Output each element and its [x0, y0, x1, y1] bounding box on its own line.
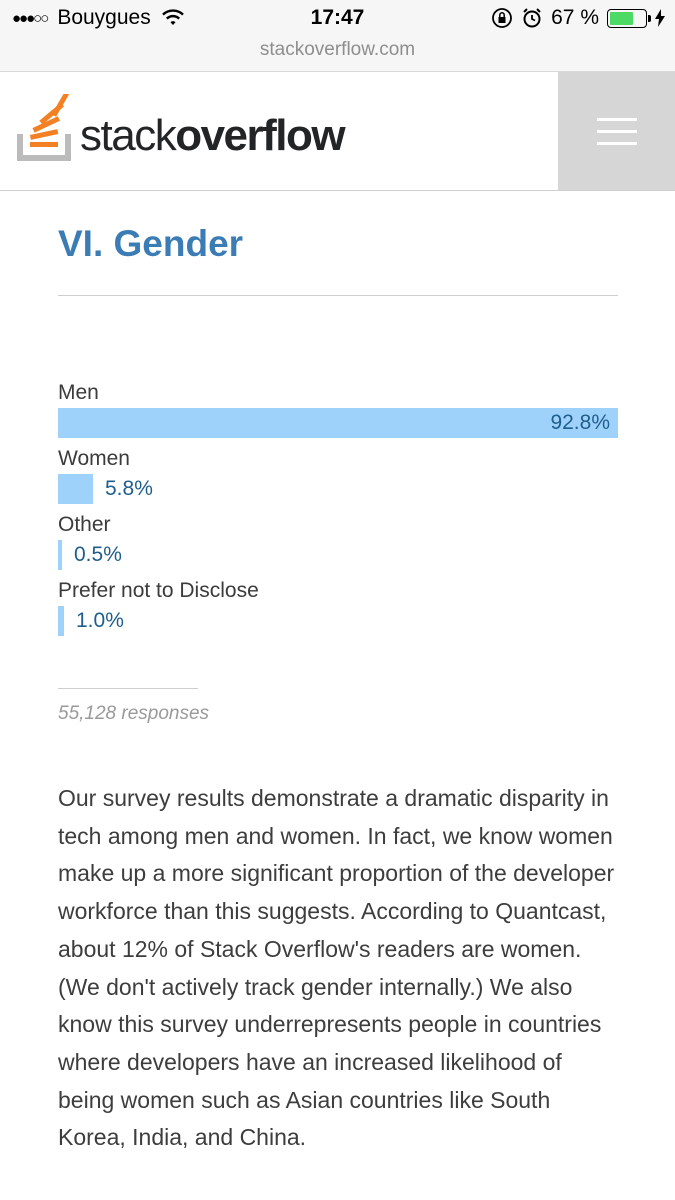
bar-value-label: 1.0% [76, 609, 124, 632]
hamburger-menu-icon [596, 117, 637, 121]
hamburger-line [596, 141, 637, 145]
bar [58, 540, 62, 570]
bar-row: 1.0% [58, 606, 618, 636]
divider [58, 295, 618, 296]
hamburger-line [596, 129, 637, 133]
bar-value-label: 92.8% [550, 411, 610, 434]
battery-icon [607, 8, 651, 28]
logo-text-overflow: overflow [175, 111, 345, 160]
url-domain[interactable]: stackoverflow.com [259, 39, 416, 60]
bar-group: Women 5.8% [58, 446, 618, 504]
bar-category-label: Men [58, 381, 99, 404]
clock: 17:47 [310, 6, 365, 29]
gender-bar-chart: Men 92.8% Women 5.8% Other 0.5% Prefer not to … [58, 380, 618, 636]
response-count: 55,128 responses [58, 703, 210, 724]
status-bar: ●●●○○ Bouygues 17:47 67 % [0, 0, 675, 36]
short-divider [58, 688, 198, 689]
site-header: stackoverflow [0, 72, 675, 191]
carrier-info: ●●●○○ Bouygues [12, 6, 185, 30]
bar-row: 0.5% [58, 540, 618, 570]
bar-category-label: Prefer not to Disclose [58, 579, 259, 602]
hamburger-menu-button[interactable] [558, 72, 675, 190]
carrier-name: Bouygues [57, 6, 151, 29]
logo-text-stack: stack [80, 111, 177, 160]
bar-group: Prefer not to Disclose 1.0% [58, 578, 618, 636]
wifi-icon [161, 9, 184, 25]
address-bar[interactable]: stackoverflow.com [0, 36, 675, 72]
stack-logo-icon [17, 94, 71, 161]
main-content: VI. Gender Men 92.8% Women 5.8% Other 0.5% Pre… [58, 192, 618, 1157]
section-title: VI. Gender [58, 223, 244, 264]
battery-percentage: 67 % [551, 6, 599, 29]
body-paragraph: Our survey results demonstrate a dramati… [58, 785, 615, 1151]
bar [58, 474, 93, 504]
alarm-icon [523, 8, 541, 28]
bar [58, 606, 64, 636]
bar-value-label: 0.5% [74, 543, 122, 566]
bar [58, 408, 618, 438]
logo-wordmark: stackoverflow [80, 111, 346, 162]
charging-bolt-icon [655, 9, 665, 27]
orientation-lock-icon [492, 8, 513, 28]
battery-level [610, 11, 633, 25]
stackoverflow-logo[interactable]: stackoverflow [16, 94, 346, 162]
bar-value-label: 5.8% [105, 477, 153, 500]
bar-category-label: Other [58, 513, 111, 536]
bar-group: Other 0.5% [58, 512, 618, 570]
signal-strength: ●●●○○ [12, 9, 49, 27]
bar-category-label: Women [58, 447, 130, 470]
bar-row: 92.8% [58, 408, 618, 438]
bar-group: Men 92.8% [58, 380, 618, 438]
status-icons: 67 % [491, 6, 665, 30]
bar-row: 5.8% [58, 474, 618, 504]
